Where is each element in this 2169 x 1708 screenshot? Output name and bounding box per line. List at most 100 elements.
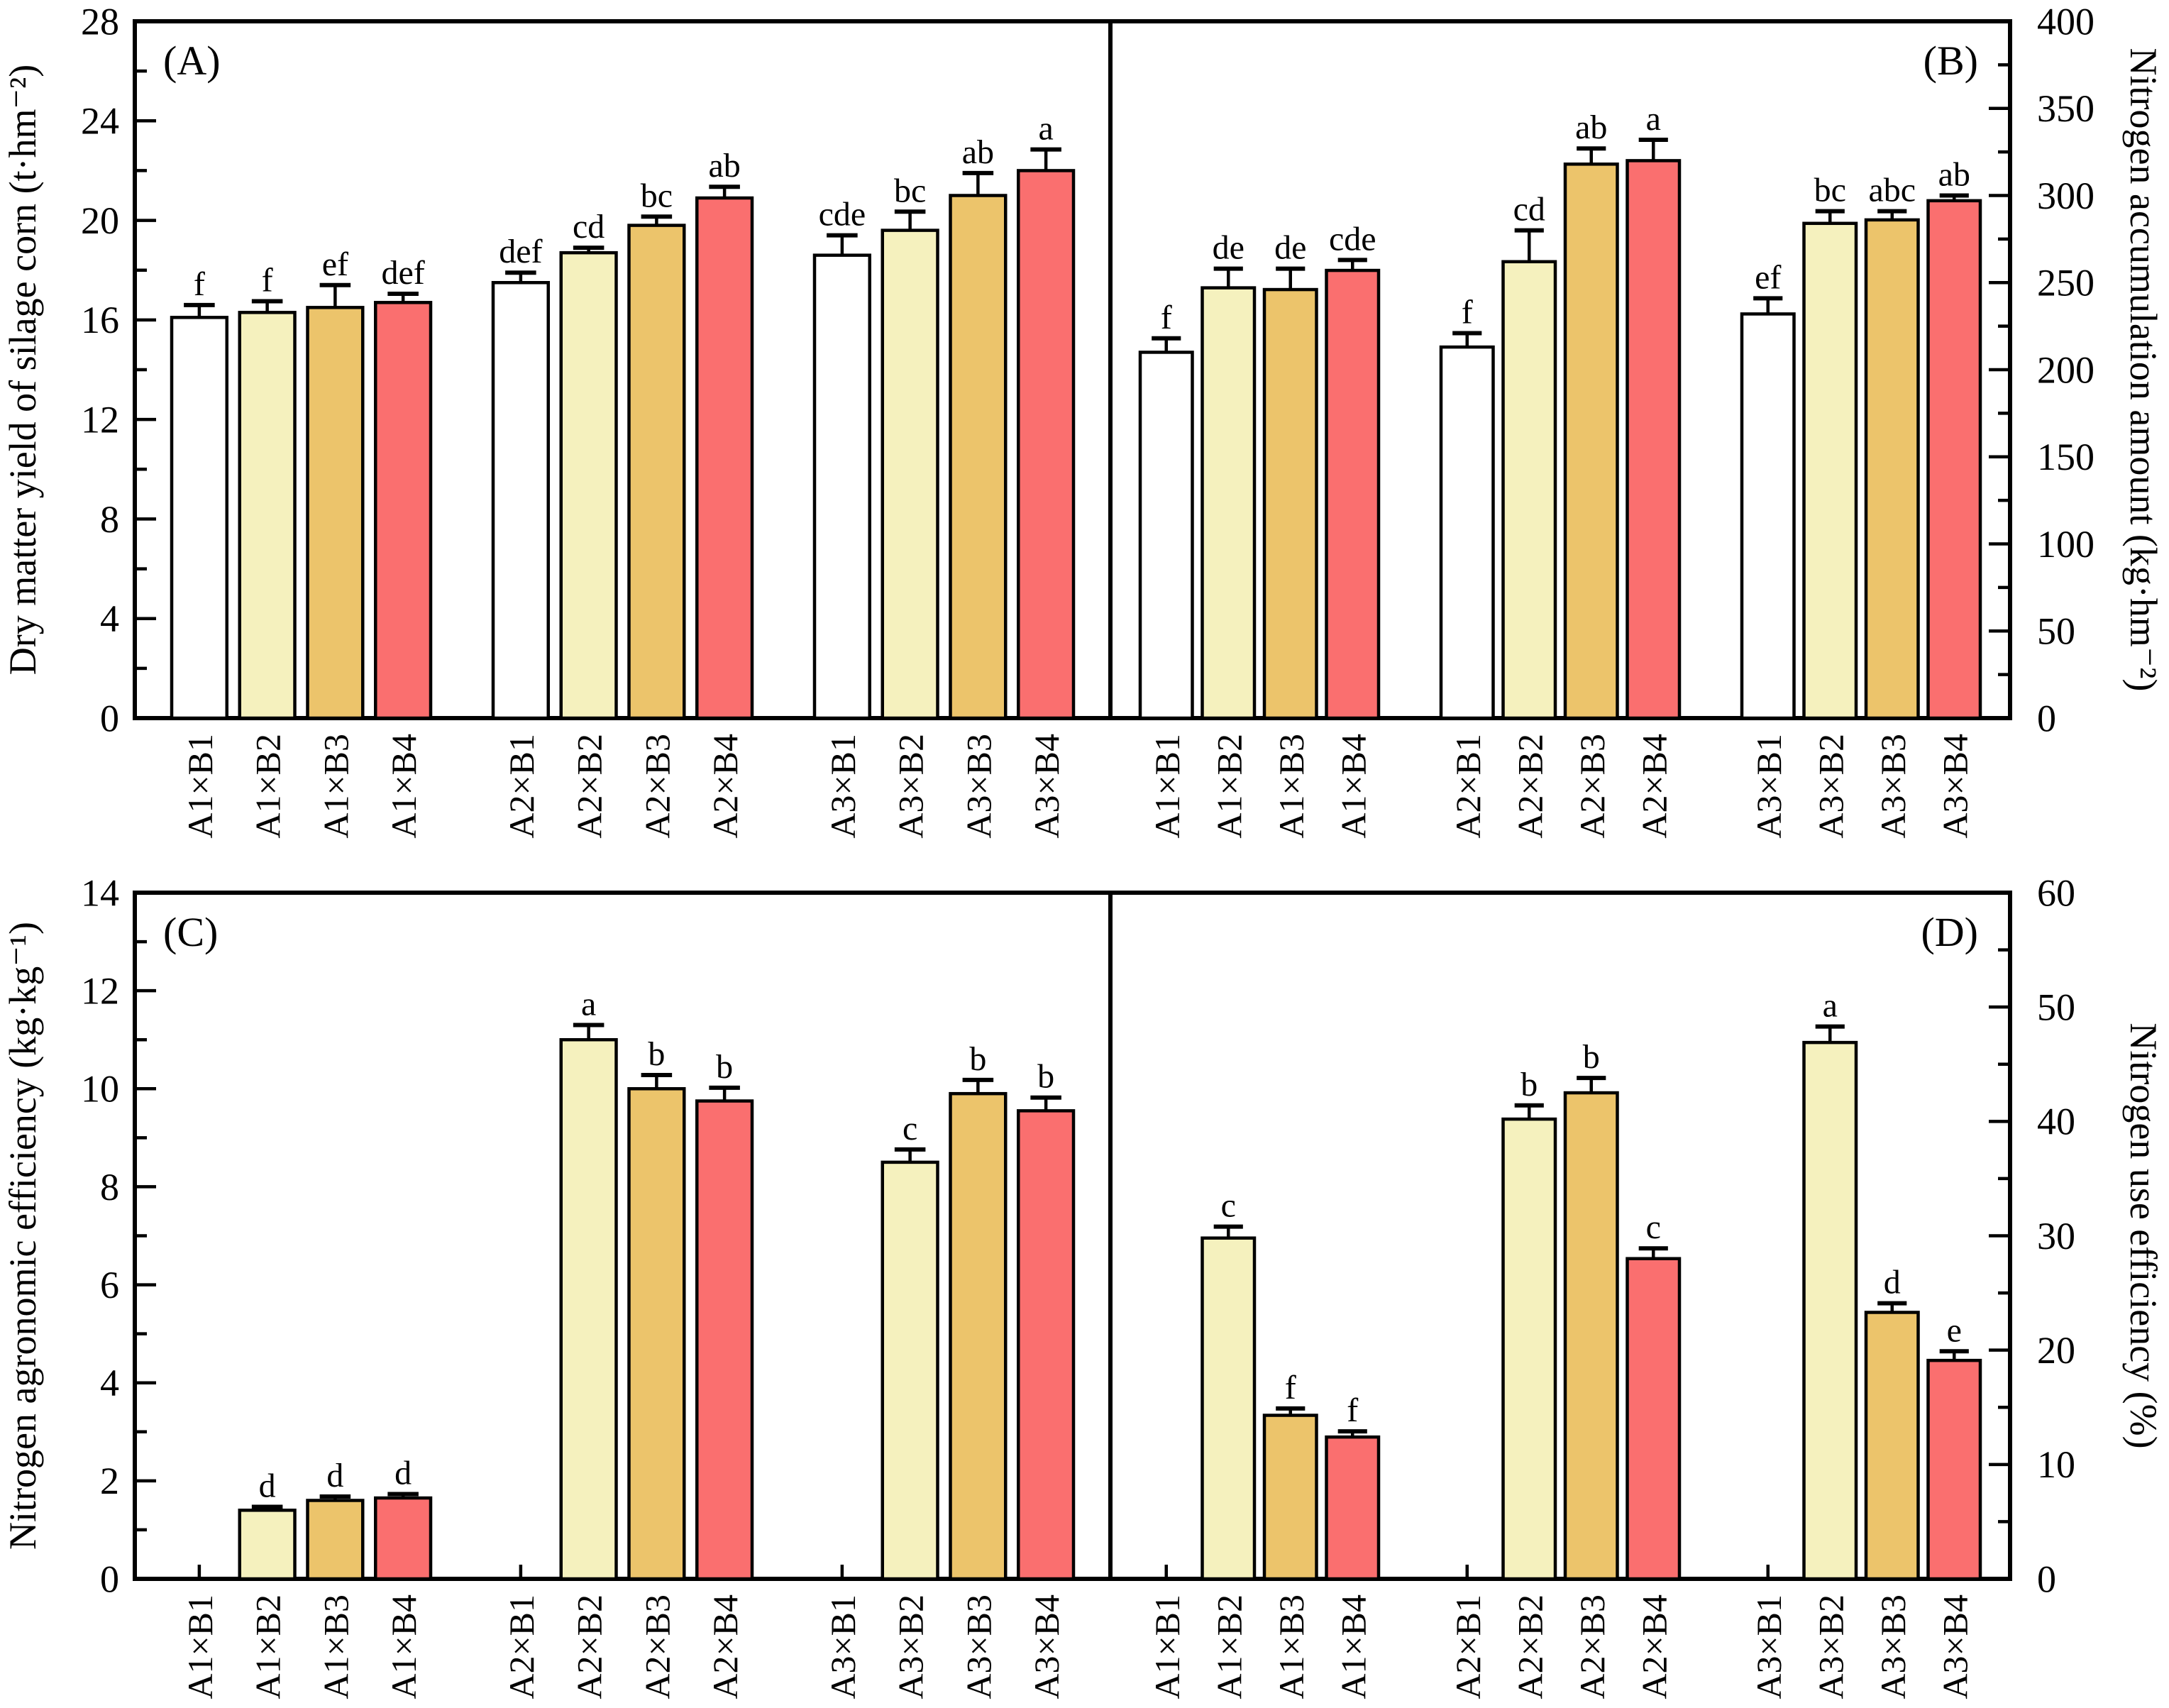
- y-axis-title: Nitrogen use efficiency (%): [2122, 1023, 2165, 1448]
- bar: [881, 228, 939, 720]
- x-tick-label: A1×B2: [248, 1594, 288, 1699]
- sig-letter: ab: [962, 133, 994, 171]
- x-tick-label: A1×B1: [180, 1594, 220, 1699]
- y-tick-label: 250: [2037, 262, 2095, 304]
- sig-letter: f: [1285, 1369, 1296, 1406]
- bar: [627, 224, 686, 720]
- sig-letter: cde: [1329, 220, 1376, 258]
- x-tick-label: A2×B4: [705, 1594, 745, 1699]
- bar: [1439, 345, 1495, 720]
- x-tick-label: A2×B1: [502, 1594, 541, 1699]
- bar: [695, 196, 754, 720]
- x-tick-label: A1×B4: [384, 1594, 424, 1699]
- sig-letter: de: [1274, 229, 1306, 267]
- sig-letter: b: [969, 1040, 986, 1078]
- sig-letter: d: [326, 1457, 343, 1494]
- x-tick-label: A3×B4: [1935, 1594, 1975, 1699]
- x-tick-label: A2×B4: [1634, 1594, 1674, 1699]
- y-tick-label: 16: [81, 299, 119, 341]
- sig-letter: ef: [322, 246, 348, 283]
- panel-label: (B): [1924, 38, 1978, 84]
- bar: [695, 1099, 754, 1581]
- bar: [559, 1037, 618, 1581]
- x-tick-label: A2×B4: [1634, 734, 1674, 839]
- bar: [170, 316, 228, 720]
- sig-letter: b: [1583, 1038, 1600, 1076]
- y-tick-label: 14: [81, 871, 119, 914]
- sig-letter: d: [394, 1455, 412, 1492]
- panel-label: (C): [163, 909, 218, 955]
- x-tick-label: A3×B3: [959, 1594, 998, 1699]
- x-tick-label: A3×B1: [823, 734, 863, 839]
- x-tick-label: A2×B4: [705, 734, 745, 839]
- y-tick-label: 24: [81, 100, 119, 143]
- x-tick-label: A1×B4: [384, 734, 424, 839]
- y-tick-label: 400: [2037, 0, 2095, 43]
- sig-letter: de: [1213, 229, 1244, 267]
- x-tick-label: A1×B2: [1209, 1594, 1249, 1699]
- bar: [1138, 351, 1194, 720]
- y-tick-label: 20: [2037, 1329, 2075, 1372]
- y-tick-label: 100: [2037, 523, 2095, 566]
- y-tick-label: 300: [2037, 175, 2095, 217]
- y-tick-label: 40: [2037, 1101, 2075, 1143]
- y-tick-label: 2: [100, 1460, 119, 1502]
- bar: [238, 1509, 297, 1581]
- y-tick-label: 30: [2037, 1215, 2075, 1257]
- bar: [1864, 218, 1920, 720]
- bar: [1017, 1109, 1076, 1581]
- y-tick-label: 50: [2037, 986, 2075, 1029]
- sig-letter: def: [499, 233, 542, 270]
- x-tick-label: A1×B1: [180, 734, 220, 839]
- sig-letter: f: [1161, 299, 1172, 336]
- bar: [1262, 287, 1318, 720]
- sig-letter: bc: [894, 172, 926, 209]
- sig-letter: def: [381, 254, 424, 292]
- sig-letter: b: [716, 1048, 733, 1086]
- bar: [559, 250, 618, 720]
- bar: [1563, 1091, 1619, 1581]
- bar: [1201, 286, 1257, 720]
- sig-letter: b: [648, 1035, 665, 1073]
- x-tick-label: A3×B2: [1811, 734, 1850, 839]
- bar: [1017, 169, 1076, 720]
- bar: [306, 1499, 365, 1581]
- bar: [1325, 268, 1381, 720]
- x-tick-label: A2×B2: [570, 1594, 609, 1699]
- x-tick-label: A3×B4: [1027, 734, 1066, 839]
- sig-letter: a: [581, 985, 596, 1023]
- x-tick-label: A2×B1: [1448, 734, 1488, 839]
- x-tick-label: A1×B3: [1271, 1594, 1311, 1699]
- y-tick-label: 50: [2037, 610, 2075, 653]
- sig-letter: d: [1884, 1264, 1901, 1301]
- bar: [627, 1087, 686, 1581]
- bar: [1501, 1117, 1557, 1581]
- sig-letter: ab: [1938, 156, 1970, 194]
- sig-letter: abc: [1868, 172, 1916, 209]
- sig-letter: f: [262, 262, 273, 299]
- bar: [1926, 1358, 1982, 1581]
- sig-letter: cde: [819, 196, 866, 233]
- x-tick-label: A3×B1: [1749, 1594, 1789, 1699]
- y-tick-label: 350: [2037, 87, 2095, 130]
- panel-label: (D): [1921, 909, 1978, 955]
- y-tick-label: 6: [100, 1264, 119, 1306]
- bar: [1201, 1236, 1257, 1581]
- x-tick-label: A3×B3: [1873, 1594, 1913, 1699]
- bar: [1501, 260, 1557, 720]
- y-tick-label: 10: [81, 1068, 119, 1111]
- x-tick-label: A1×B3: [316, 1594, 355, 1699]
- bar: [1626, 1257, 1682, 1581]
- x-tick-label: A1×B3: [1271, 734, 1311, 839]
- y-tick-label: 28: [81, 0, 119, 43]
- sig-letter: cd: [573, 208, 605, 246]
- y-axis-title: Dry matter yield of silage corn (t·hm⁻²): [1, 65, 44, 675]
- x-tick-label: A2×B1: [1448, 1594, 1488, 1699]
- bar: [491, 281, 550, 720]
- sig-letter: a: [1646, 100, 1661, 138]
- y-tick-label: 8: [100, 498, 119, 541]
- x-tick-label: A2×B3: [1572, 734, 1612, 839]
- sig-letter: a: [1038, 110, 1053, 148]
